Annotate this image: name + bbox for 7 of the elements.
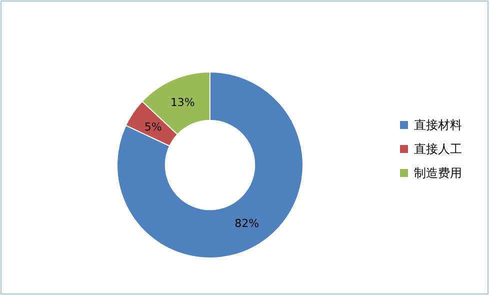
donut-slice [116, 72, 304, 258]
data-label: 5% [144, 120, 162, 134]
data-label: 13% [170, 96, 195, 109]
data-label: 82% [234, 217, 260, 230]
legend-label: 直接材料 [414, 118, 462, 132]
legend-label: 直接人工 [414, 142, 462, 156]
legend-label: 制造费用 [414, 166, 462, 180]
